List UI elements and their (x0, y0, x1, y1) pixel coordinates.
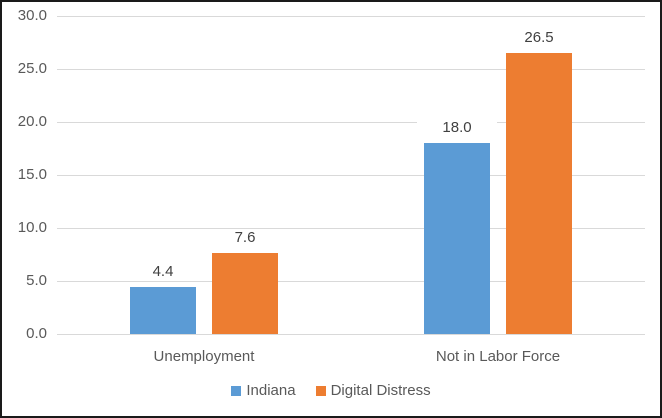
data-label-indiana-unemployment: 4.4 (123, 263, 203, 282)
y-axis-tick-label-5-0: 5.0 (26, 272, 47, 289)
bar-digital-distress-not-in-labor-force (506, 53, 572, 334)
gridline-15-0 (57, 174, 645, 176)
gridline-30-0 (57, 15, 645, 17)
y-axis-tick-label-10-0: 10.0 (17, 219, 47, 236)
legend-swatch-indiana-icon (231, 386, 242, 396)
gridline-25-0 (57, 68, 645, 70)
y-axis-tick-label-0-0: 0.0 (26, 325, 47, 342)
y-axis-tick-label-20-0: 20.0 (17, 113, 47, 130)
y-axis-tick-label-15-0: 15.0 (17, 166, 47, 183)
legend: Indiana Digital Distress (2, 382, 660, 400)
bar-indiana-unemployment (130, 287, 196, 334)
gridline-0-0 (57, 333, 645, 335)
legend-item-indiana: Indiana (231, 382, 296, 400)
legend-label-indiana: Indiana (246, 382, 296, 399)
gridline-5-0 (57, 280, 645, 282)
data-label-digital-distress-not-in-labor-force: 26.5 (499, 29, 579, 48)
legend-item-digital-distress: Digital Distress (315, 382, 431, 400)
category-label-unemployment: Unemployment (153, 348, 255, 365)
category-label-not-in-labor-force: Not in Labor Force (435, 348, 561, 365)
gridline-20-0 (57, 121, 645, 123)
data-label-indiana-not-in-labor-force: 18.0 (417, 119, 497, 138)
bar-indiana-not-in-labor-force (424, 143, 490, 334)
y-axis-tick-label-30-0: 30.0 (17, 7, 47, 24)
legend-label-digital-distress: Digital Distress (330, 382, 431, 399)
data-label-digital-distress-unemployment: 7.6 (205, 229, 285, 248)
bar-digital-distress-unemployment (212, 253, 278, 334)
gridline-10-0 (57, 227, 645, 229)
legend-swatch-digital-distress-icon (315, 386, 326, 396)
y-axis-tick-label-25-0: 25.0 (17, 60, 47, 77)
